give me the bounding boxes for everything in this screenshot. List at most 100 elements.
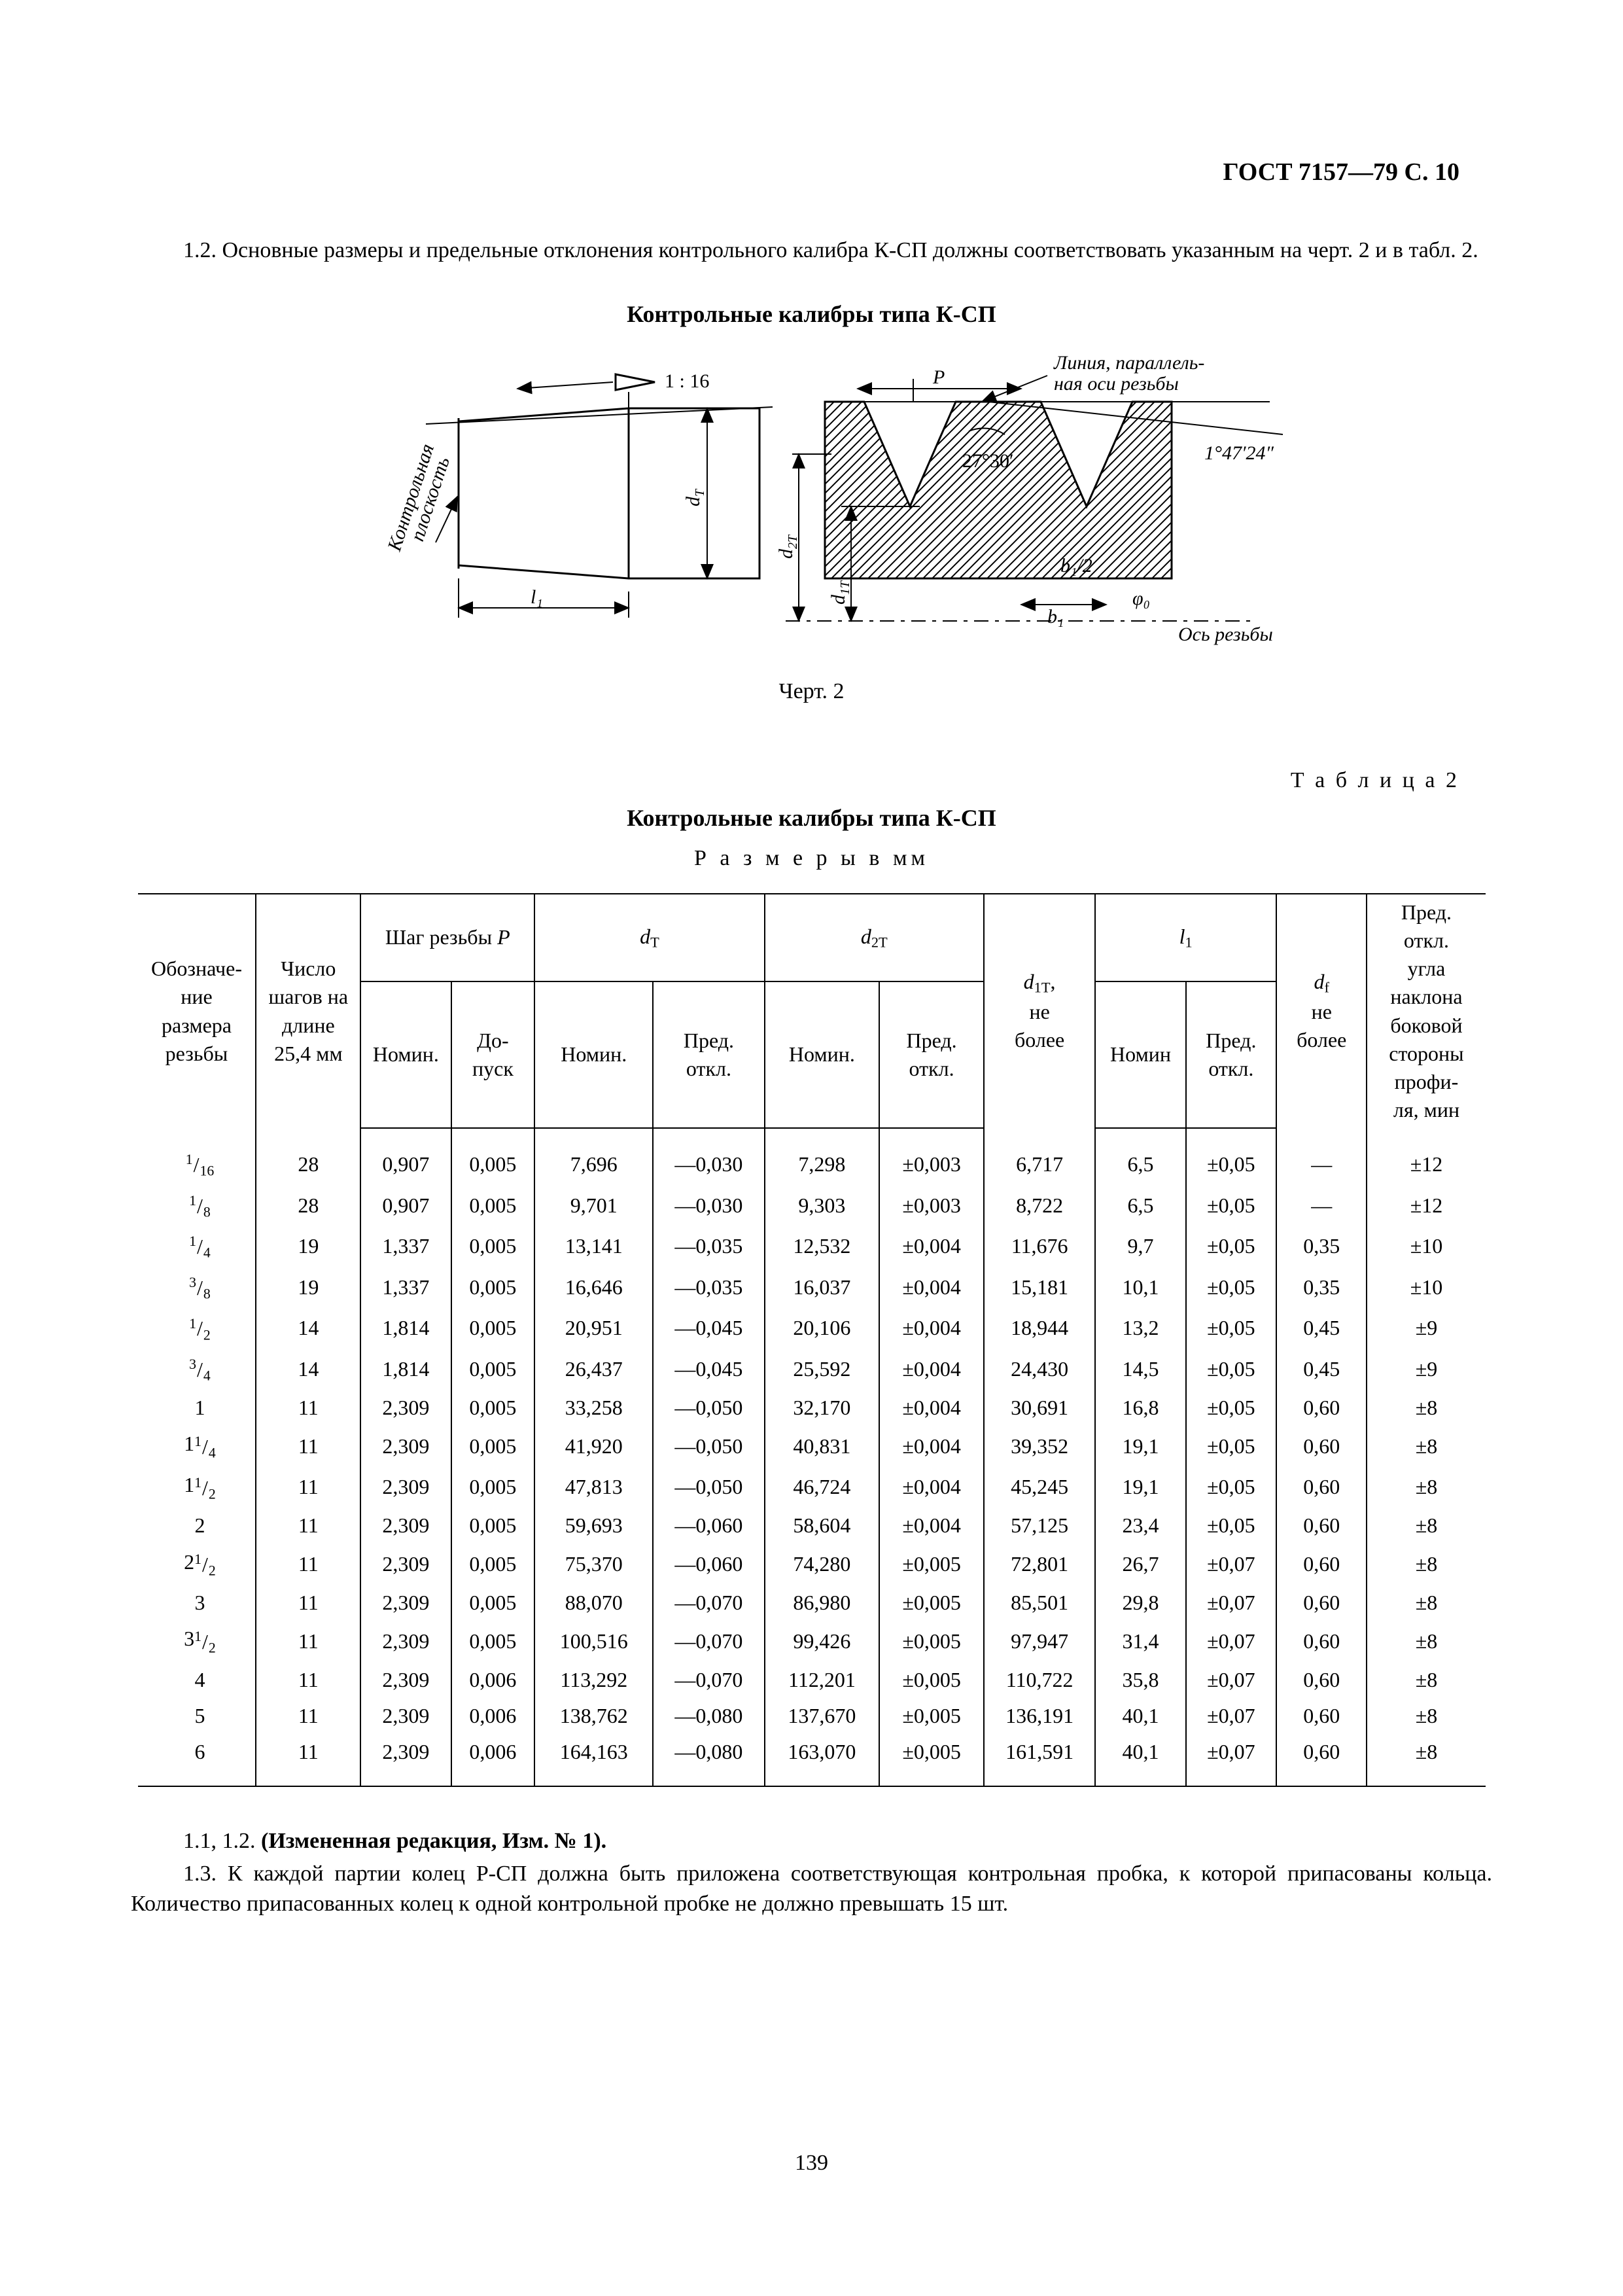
cell-dT-nom: 13,141 [534,1226,653,1267]
cell-size: 1/8 [138,1185,256,1226]
cell-d2T-nom: 16,037 [765,1267,880,1308]
cell-P-nom: 2,309 [360,1390,451,1426]
fig-label-dT: d [682,496,704,506]
cell-tpi: 11 [256,1390,360,1426]
table-row: 3/8191,3370,00516,646—0,03516,037±0,0041… [138,1267,1486,1308]
table-row: 5112,3090,006138,762—0,080137,670±0,0051… [138,1698,1486,1734]
cell-dT-dev: —0,070 [653,1621,764,1662]
cell-l1-dev: ±0,07 [1186,1544,1276,1585]
cell-d2T-nom: 25,592 [765,1349,880,1390]
cell-df: 0,60 [1276,1426,1367,1467]
cell-d2T-dev: ±0,005 [879,1698,984,1734]
data-table: Обозначе- ние размера резьбы Число шагов… [138,893,1486,1788]
cell-P-nom: 0,907 [360,1128,451,1185]
cell-angle: ±9 [1367,1349,1485,1390]
cell-l1-nom: 26,7 [1095,1544,1185,1585]
cell-d2T-dev: ±0,004 [879,1226,984,1267]
cell-l1-nom: 29,8 [1095,1585,1185,1621]
table-row: 2112,3090,00559,693—0,06058,604±0,00457,… [138,1508,1486,1544]
fig-label-parallel1: Линия, параллель- [1053,352,1204,374]
cell-d2T-nom: 32,170 [765,1390,880,1426]
cell-dT-dev: —0,045 [653,1308,764,1349]
cell-P-nom: 2,309 [360,1662,451,1698]
cell-df: 0,35 [1276,1267,1367,1308]
table-row: 1/16280,9070,0057,696—0,0307,298±0,0036,… [138,1128,1486,1185]
cell-l1-nom: 35,8 [1095,1662,1185,1698]
th-tpi: Число шагов на длине 25,4 мм [256,894,360,1129]
th-l1-dev: Пред.откл. [1186,981,1276,1129]
cell-d1T: 136,191 [984,1698,1095,1734]
cell-dT-nom: 113,292 [534,1662,653,1698]
th-d2T-nom: Номин. [765,981,880,1129]
cell-d2T-nom: 40,831 [765,1426,880,1467]
fig-label-d1T: d [828,594,849,605]
th-group-d2T: d2T [765,894,984,981]
th-P-nom: Номин. [360,981,451,1129]
cell-l1-dev: ±0,05 [1186,1308,1276,1349]
cell-dT-dev: —0,050 [653,1426,764,1467]
header-doc-code: ГОСТ 7157—79 С. 10 [1223,156,1459,189]
cell-angle: ±8 [1367,1426,1485,1467]
th-d1T: d1T, не более [984,894,1095,1129]
cell-l1-nom: 40,1 [1095,1698,1185,1734]
cell-angle: ±8 [1367,1734,1485,1786]
cell-size: 2 [138,1508,256,1544]
fig-label-halfangle: 27°30′ [962,450,1014,472]
cell-df: 0,60 [1276,1508,1367,1544]
cell-df: 0,60 [1276,1390,1367,1426]
cell-angle: ±8 [1367,1585,1485,1621]
cell-d1T: 8,722 [984,1185,1095,1226]
cell-size: 11/4 [138,1426,256,1467]
cell-l1-dev: ±0,05 [1186,1349,1276,1390]
fig-label-d1T-sub: 1T [838,580,852,595]
cell-d2T-dev: ±0,005 [879,1544,984,1585]
cell-l1-nom: 19,1 [1095,1467,1185,1508]
cell-dT-nom: 88,070 [534,1585,653,1621]
th-size: Обозначе- ние размера резьбы [138,894,256,1129]
cell-df: — [1276,1128,1367,1185]
cell-l1-dev: ±0,05 [1186,1226,1276,1267]
cell-dT-dev: —0,035 [653,1267,764,1308]
th-group-l1: l1 [1095,894,1276,981]
cell-df: 0,45 [1276,1349,1367,1390]
table-subtitle: Р а з м е р ы в мм [131,843,1492,874]
cell-d2T-dev: ±0,003 [879,1185,984,1226]
cell-angle: ±8 [1367,1467,1485,1508]
th-P-tol: До-пуск [451,981,535,1129]
cell-d2T-dev: ±0,004 [879,1508,984,1544]
cell-df: 0,60 [1276,1662,1367,1698]
table-row: 1/8280,9070,0059,701—0,0309,303±0,0038,7… [138,1185,1486,1226]
cell-size: 21/2 [138,1544,256,1585]
cell-size: 4 [138,1662,256,1698]
fig-label-d2T: d [775,548,797,559]
cell-P-nom: 2,309 [360,1467,451,1508]
cell-d2T-nom: 74,280 [765,1544,880,1585]
note-1: 1.1, 1.2. [183,1829,261,1853]
cell-dT-dev: —0,070 [653,1662,764,1698]
paragraph-1-2: 1.2. Основные размеры и предельные откло… [131,236,1492,266]
cell-df: — [1276,1185,1367,1226]
cell-P-tol: 0,005 [451,1426,535,1467]
cell-dT-nom: 33,258 [534,1390,653,1426]
figure-drawing: 1 : 16 Контрольная плоскость l₁ dT Ось р… [288,343,1335,670]
cell-d1T: 18,944 [984,1308,1095,1349]
cell-P-tol: 0,005 [451,1185,535,1226]
table-row: 6112,3090,006164,163—0,080163,070±0,0051… [138,1734,1486,1786]
cell-df: 0,60 [1276,1467,1367,1508]
cell-d1T: 110,722 [984,1662,1095,1698]
cell-P-nom: 1,814 [360,1308,451,1349]
cell-dT-nom: 16,646 [534,1267,653,1308]
cell-d2T-dev: ±0,004 [879,1467,984,1508]
cell-angle: ±8 [1367,1662,1485,1698]
cell-P-nom: 0,907 [360,1185,451,1226]
cell-l1-nom: 40,1 [1095,1734,1185,1786]
th-df: df не более [1276,894,1367,1129]
table-row: 11/4112,3090,00541,920—0,05040,831±0,004… [138,1426,1486,1467]
cell-d2T-dev: ±0,005 [879,1662,984,1698]
cell-dT-dev: —0,070 [653,1585,764,1621]
figure-caption: Черт. 2 [131,677,1492,707]
table-row: 31/2112,3090,005100,516—0,07099,426±0,00… [138,1621,1486,1662]
cell-l1-dev: ±0,05 [1186,1467,1276,1508]
cell-dT-dev: —0,030 [653,1128,764,1185]
th-dT-dev: Пред.откл. [653,981,764,1129]
